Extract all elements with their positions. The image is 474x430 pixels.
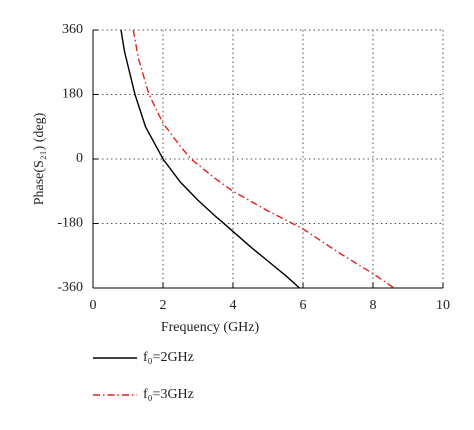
y-tick-label: 0: [76, 151, 83, 166]
x-tick-label: 6: [300, 298, 307, 313]
y-tick-label: -180: [57, 216, 83, 231]
line-series: [120, 29, 300, 289]
x-tick-label: 0: [90, 298, 97, 313]
line-series: [132, 29, 395, 289]
y-tick-label: 360: [62, 22, 83, 37]
legend-label: f₀=2GHz: [143, 350, 194, 365]
y-axis-label: Phase(S₂₁) (deg): [32, 112, 47, 205]
x-tick-label: 10: [436, 298, 450, 313]
y-tick-label: 180: [62, 87, 83, 102]
y-tick-label: -360: [57, 280, 83, 295]
legend-label: f₀=3GHz: [143, 387, 194, 402]
x-tick-label: 2: [160, 298, 167, 313]
x-tick-label: 4: [230, 298, 237, 313]
x-axis-label: Frequency (GHz): [161, 320, 260, 335]
x-tick-label: 8: [370, 298, 377, 313]
